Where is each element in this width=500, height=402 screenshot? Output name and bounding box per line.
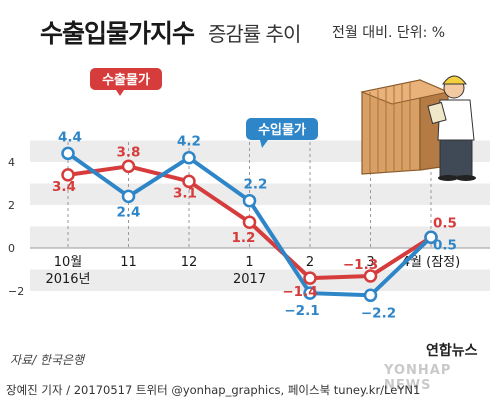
chart-title: 수출입물가지수: [40, 19, 195, 48]
data-point: [303, 286, 317, 300]
data-label: 4.4: [58, 129, 82, 145]
y-tick-label: 2: [8, 199, 15, 212]
data-label: 4.2: [177, 134, 201, 150]
series-badge-pointer: [116, 90, 124, 96]
x-tick-label: 11: [120, 255, 137, 270]
data-point: [363, 288, 378, 303]
data-label: −2.2: [361, 305, 396, 321]
data-label: −1.3: [343, 257, 378, 273]
series-badge: [246, 118, 318, 140]
y-tick-label: 0: [8, 242, 15, 255]
watermark: YONHAP NEWS: [384, 363, 452, 393]
data-point: [61, 146, 75, 161]
grid-band: [30, 183, 490, 205]
worker-container-illustration: [360, 75, 476, 181]
data-label: 2.2: [244, 177, 268, 193]
unit-label: 전월 대비. 단위: %: [332, 25, 446, 41]
grid-band: [30, 226, 490, 248]
x-tick-label: 12: [181, 255, 198, 270]
data-point: [424, 230, 438, 244]
y-tick-label: −2: [8, 285, 24, 298]
x-tick-label: 4월 (잠정): [402, 255, 460, 270]
data-point: [182, 174, 196, 189]
data-point: [242, 193, 257, 208]
x-tick-label: 3: [366, 255, 374, 270]
source-note: 자료/ 한국은행: [10, 353, 85, 367]
data-point: [182, 150, 196, 165]
data-labels: 3.4 3.8 3.1 1.2 −1.4 −1.3 0.5 4.4 2.4 4.2 2.2 −2.1 −…: [52, 129, 457, 321]
series-badge-pointer: [260, 140, 268, 148]
data-point: [121, 189, 136, 204]
series-points: [61, 146, 438, 303]
x-tick-label: 2016년: [45, 272, 90, 287]
chart-subtitle: 증감률 추이: [208, 22, 301, 46]
x-tick-label: 10월: [54, 255, 83, 270]
data-point: [242, 215, 257, 229]
data-label: −1.4: [282, 284, 317, 300]
y-tick-label: 4: [8, 156, 15, 169]
data-point: [121, 159, 136, 174]
data-label: 3.1: [173, 185, 197, 201]
data-label: 1.2: [232, 230, 256, 246]
x-tick-label: 2: [306, 255, 314, 270]
data-point: [61, 168, 75, 182]
data-label: −2.1: [284, 303, 319, 319]
data-point: [303, 271, 317, 285]
series-badge-label: 수출물가: [102, 72, 150, 88]
x-tick-label: 1: [245, 255, 253, 270]
data-label: 3.8: [117, 144, 141, 160]
data-point: [363, 269, 378, 283]
data-label: 0.5: [433, 237, 457, 253]
data-label: 0.5: [433, 215, 457, 231]
series-badge-label: 수입물가: [258, 123, 306, 138]
brand-logo: 연합뉴스: [426, 343, 478, 359]
data-label: 3.4: [52, 179, 76, 195]
x-tick-label: 2017: [233, 272, 266, 287]
axis-labels: 4 2 0 −2 10월 2016년 11 12 1 2017 2 3 4월 (잠정): [8, 156, 460, 298]
credit-line: 장예진 기자 / 20170517 트위터 @yonhap_graphics, …: [6, 383, 421, 397]
series-badge: [90, 68, 162, 90]
data-label: 2.4: [117, 204, 141, 220]
